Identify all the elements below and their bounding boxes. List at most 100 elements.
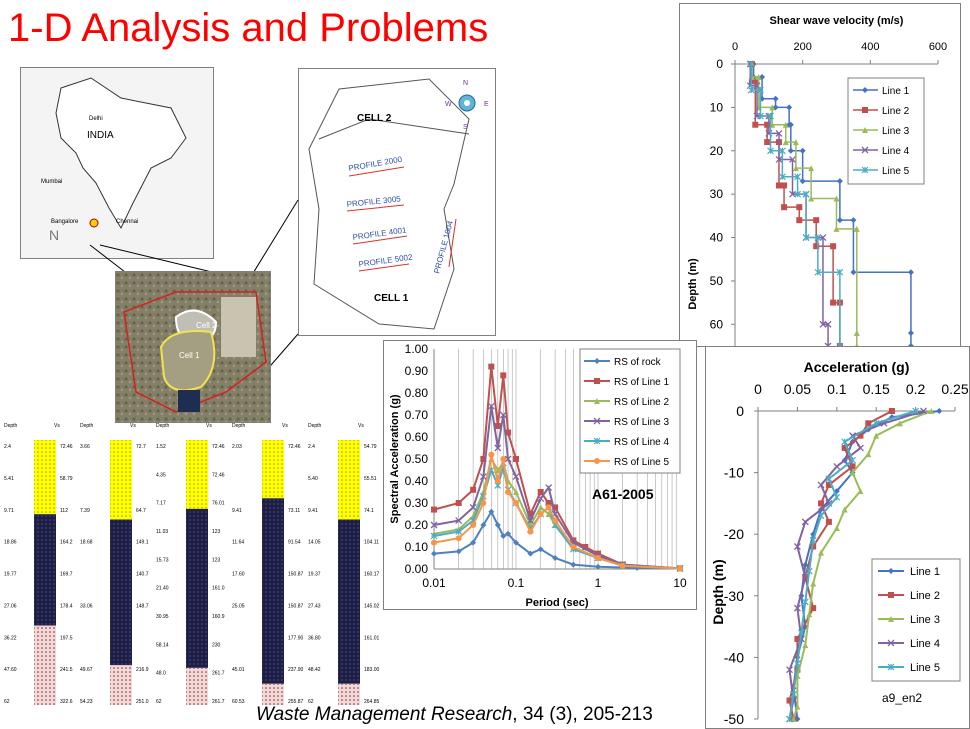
rs-point — [470, 539, 477, 546]
soil-vs-value: 230 — [212, 642, 221, 648]
citation: Waste Management Research, 34 (3), 205-2… — [256, 704, 653, 726]
vs-point — [781, 204, 788, 211]
soil-vs-value: 164.2 — [60, 540, 73, 546]
acc-point — [856, 444, 864, 452]
soil-depth-value: 11.64 — [232, 540, 244, 546]
rs-point — [500, 533, 507, 539]
vs-point — [813, 243, 820, 250]
vs-legend-label: Line 3 — [882, 126, 910, 137]
acc-legend-marker — [888, 592, 894, 598]
vs-legend-label: Line 5 — [882, 166, 910, 177]
acc-point — [841, 438, 849, 446]
site-map: CELL 2 CELL 1 PROFILE 2000 PROFILE 3005 … — [298, 68, 496, 336]
soil-vs-header: Vs — [206, 423, 212, 429]
rs-point — [527, 528, 534, 535]
soil-depth-value: 9.41 — [232, 508, 242, 514]
soil-column-4: Depth Vs 2.03 72.46 9.41 73.11 11.64 91.54 17.60… — [232, 423, 304, 705]
rs-point — [513, 539, 519, 546]
vs-point — [850, 269, 857, 276]
rs-point — [499, 411, 507, 419]
soil-vs-value: 72.46 — [212, 444, 225, 450]
vs-point — [746, 60, 754, 68]
acc-point — [817, 512, 825, 520]
rs-point — [455, 548, 462, 555]
vs-y-tick-label: 40 — [710, 231, 724, 245]
acc-x-tick-label: 0.05 — [784, 381, 811, 397]
rs-y-tick-label: 0.90 — [405, 364, 429, 378]
soil-layer-yellow — [338, 440, 360, 520]
rs-point — [513, 489, 519, 495]
vs-legend-box — [847, 77, 925, 185]
vs-point — [789, 190, 796, 198]
rs-point — [570, 537, 577, 544]
citation-journal: Waste Management Research — [256, 704, 513, 725]
vs-point — [752, 78, 759, 85]
rs-legend-marker — [594, 358, 600, 364]
acc-point — [797, 629, 805, 637]
soil-depth-header: Depth — [232, 423, 246, 429]
acc-point — [888, 408, 895, 414]
vs-point — [907, 269, 914, 276]
rs-legend-label: RS of Line 1 — [614, 377, 669, 388]
vs-series-5 — [747, 60, 844, 346]
city-chennai: Chennai — [116, 219, 138, 225]
vs-point — [794, 173, 802, 181]
vs-x-tick-label: 0 — [732, 41, 738, 53]
rs-point — [504, 455, 512, 463]
soil-profiles: Depth Vs 2.4 72.46 5.41 58.79 9.71 112 18.86 164.… — [4, 423, 380, 705]
soil-depth-value: 36.80 — [308, 635, 321, 641]
vs-point — [759, 74, 766, 81]
cell2-label: CELL 2 — [357, 113, 392, 124]
acc-series-line — [788, 410, 916, 720]
rs-point — [500, 372, 507, 379]
soil-vs-value: 112 — [60, 508, 68, 514]
soil-vs-value: 197.5 — [60, 635, 73, 641]
vs-point — [799, 178, 806, 185]
acc-point — [873, 432, 880, 439]
soil-layer-navy — [262, 498, 284, 684]
soil-vs-value: 145.02 — [364, 603, 380, 609]
acc-annotation: a9_en2 — [882, 691, 922, 705]
rs-legend-marker — [593, 437, 601, 445]
compass-s: S — [463, 124, 468, 131]
acc-point — [805, 567, 813, 575]
soil-vs-value: 72.7 — [136, 444, 146, 450]
rs-point — [545, 500, 552, 506]
vs-legend-marker — [861, 166, 869, 174]
acc-point — [833, 462, 841, 470]
acc-y-tick-label: -10 — [724, 465, 744, 481]
acc-point — [872, 419, 880, 427]
soil-column-3: Depth Vs 1.52 72.46 4.35 72.46 7.17 76.01 11.03 1… — [156, 423, 225, 705]
rs-y-tick-label: 0.30 — [405, 496, 429, 510]
acc-chart: Acceleration (g) 0 0.05 0.1 0.15 0.2 0.25 0 -10 -… — [710, 359, 969, 727]
rs-point — [527, 550, 534, 557]
vs-point — [781, 182, 788, 189]
soil-vs-value: 72.46 — [60, 444, 73, 450]
rs-point — [480, 522, 487, 528]
soil-depth-value: 2.4 — [4, 444, 11, 450]
acc-point — [841, 506, 848, 513]
soil-layer-navy — [186, 508, 208, 668]
soil-depth-value: 14.05 — [308, 540, 321, 546]
rs-y-tick-label: 1.00 — [405, 342, 429, 356]
vs-point — [855, 343, 859, 346]
vs-point — [819, 234, 827, 241]
soil-depth-header: Depth — [156, 423, 170, 429]
soil-depth-value: 3.66 — [80, 444, 90, 450]
soil-vs-value: 104.11 — [364, 540, 379, 546]
soil-depth-value: 45.01 — [232, 667, 245, 673]
soil-vs-value: 261.7 — [212, 699, 225, 705]
soil-depth-value: 54.23 — [80, 699, 93, 705]
rs-y-tick-label: 0.20 — [405, 518, 429, 532]
rs-x-tick-label: 0.01 — [422, 576, 446, 590]
rs-legend-marker — [594, 378, 600, 384]
rs-point — [537, 489, 544, 495]
rs-point — [455, 528, 463, 536]
acc-point — [793, 604, 801, 612]
acc-point — [849, 469, 856, 476]
rs-point — [500, 456, 507, 462]
rs-point — [488, 508, 495, 515]
vs-point — [775, 182, 782, 189]
acc-legend-marker — [887, 663, 895, 671]
soil-depth-value: 4.35 — [156, 472, 166, 478]
